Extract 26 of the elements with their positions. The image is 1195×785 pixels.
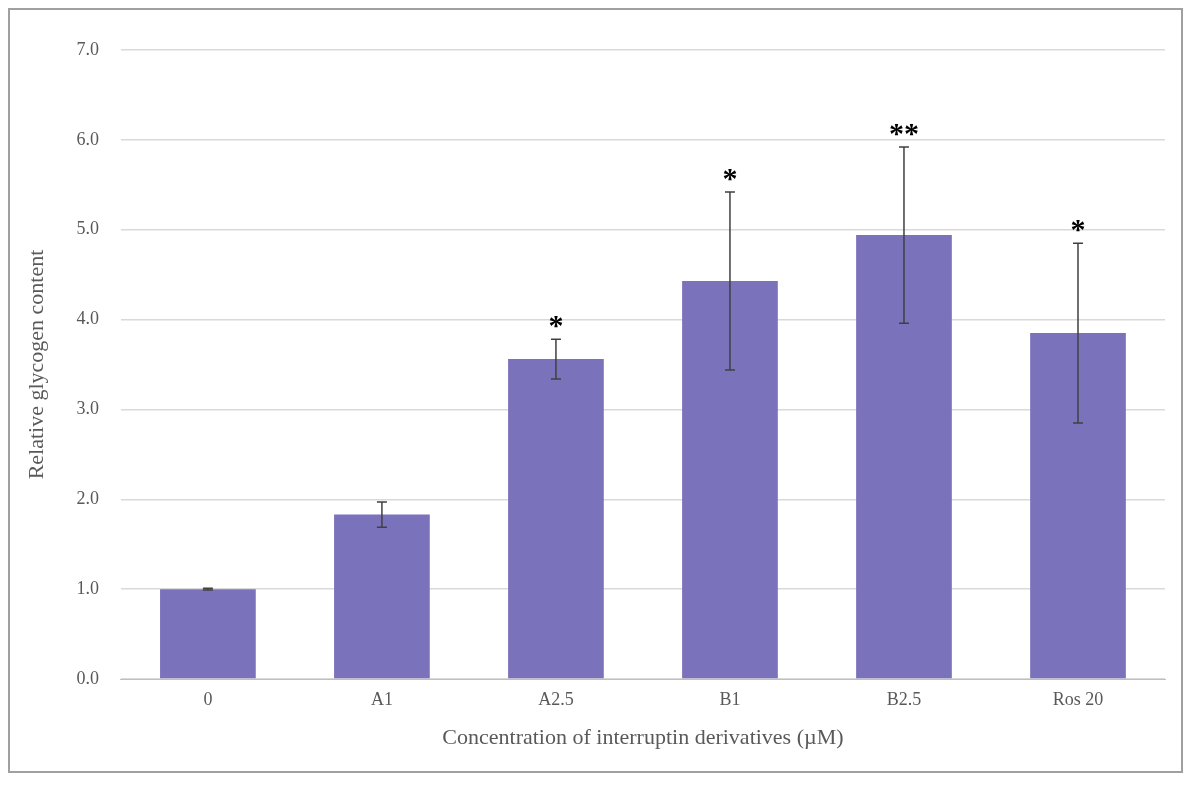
y-tick-label: 5.0 [76, 218, 99, 239]
x-tick-label: Ros 20 [1052, 688, 1104, 709]
bar [682, 280, 778, 679]
y-tick-label: 4.0 [76, 308, 99, 329]
x-tick-label: B2.5 [886, 688, 922, 709]
y-tick-label: 6.0 [76, 128, 99, 149]
x-tick-label: 0 [203, 688, 213, 709]
annotation: * [1070, 212, 1086, 246]
annotation: * [722, 160, 738, 194]
bar [856, 235, 952, 679]
y-tick-label: 7.0 [76, 38, 99, 59]
x-tick-label: A2.5 [538, 688, 574, 709]
y-tick-label: 1.0 [76, 577, 99, 598]
x-axis-title: Concentration of interruptin derivatives (µM) [442, 723, 844, 749]
bar [334, 514, 430, 679]
y-tick-label: 0.0 [76, 667, 99, 688]
bar [160, 589, 256, 679]
annotation: * [548, 308, 564, 342]
bar [1030, 333, 1126, 679]
annotation: ** [888, 116, 919, 150]
y-tick-label: 2.0 [76, 488, 99, 509]
bar [508, 359, 604, 679]
x-tick-label: B1 [719, 688, 741, 709]
y-tick-label: 3.0 [76, 398, 99, 419]
x-tick-label: A1 [370, 688, 393, 709]
y-axis-title: Relative glycogen content [22, 249, 48, 480]
